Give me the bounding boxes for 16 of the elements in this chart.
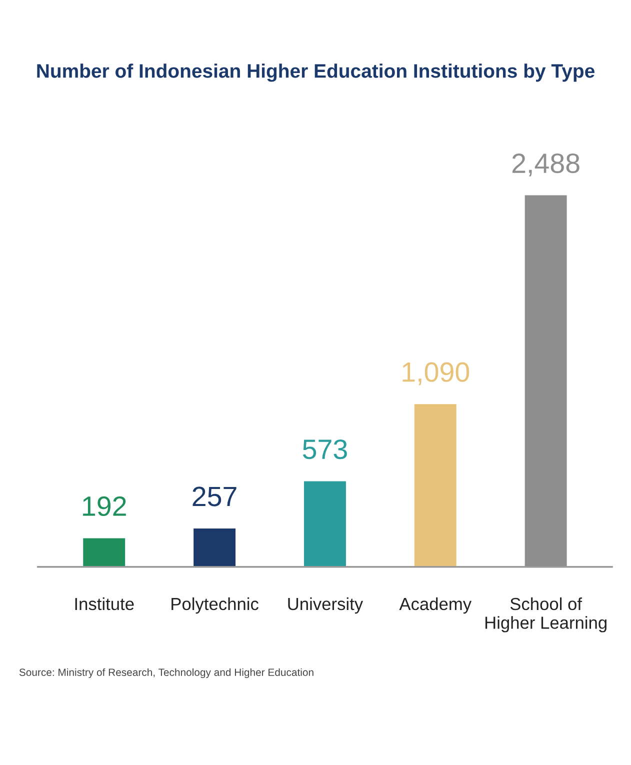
bar <box>304 481 346 567</box>
bar <box>83 538 126 567</box>
data-label: 192 <box>83 496 126 516</box>
x-tick-label: Polytechnic <box>172 597 258 614</box>
data-label: 257 <box>192 486 236 506</box>
x-tick-label: School of Higher Learning <box>485 597 606 632</box>
data-label: 1,090 <box>402 362 470 386</box>
data-label: 573 <box>302 439 347 460</box>
bar <box>414 404 456 567</box>
data-label: 2,488 <box>512 153 580 176</box>
x-tick-label: Academy <box>399 597 472 614</box>
chart-title: Number of Indonesian Higher Education Institutions by Type <box>37 64 594 82</box>
source-note: Source: Ministry of Research, Technology and Higher Education <box>19 668 314 678</box>
x-tick-label: University <box>288 597 364 614</box>
x-tick-label: Institute <box>75 597 134 610</box>
bar <box>194 528 236 567</box>
